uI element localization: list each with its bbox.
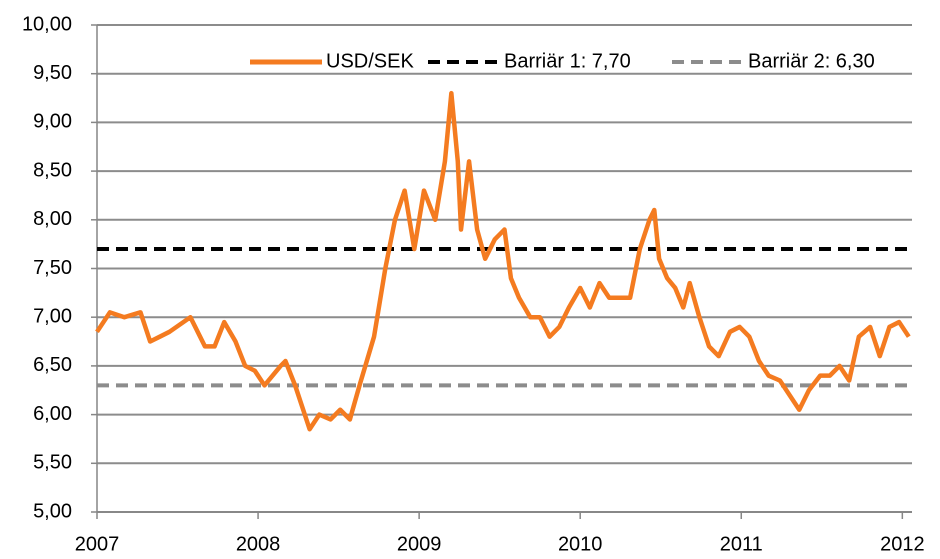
data-line bbox=[95, 90, 911, 432]
y-tick-label: 7,50 bbox=[33, 257, 72, 279]
y-tick-label: 5,00 bbox=[33, 500, 72, 522]
y-tick-label: 8,50 bbox=[33, 159, 72, 181]
y-tick-label: 6,50 bbox=[33, 354, 72, 376]
y-tick-label: 10,00 bbox=[22, 13, 72, 35]
legend-label: USD/SEK bbox=[326, 50, 414, 72]
y-tick-label: 9,00 bbox=[33, 111, 72, 133]
x-tick-label: 2007 bbox=[75, 533, 120, 555]
y-tick-label: 8,00 bbox=[33, 208, 72, 230]
y-tick-label: 7,00 bbox=[33, 305, 72, 327]
y-tick-label: 5,50 bbox=[33, 452, 72, 474]
x-tick-label: 2008 bbox=[236, 533, 281, 555]
legend-label: Barriär 2: 6,30 bbox=[748, 50, 875, 72]
legend-label: Barriär 1: 7,70 bbox=[504, 50, 631, 72]
y-tick-label: 6,00 bbox=[33, 403, 72, 425]
y-tick-label: 9,50 bbox=[33, 62, 72, 84]
x-tick-label: 2012 bbox=[880, 533, 925, 555]
x-tick-label: 2010 bbox=[558, 533, 603, 555]
x-tick-label: 2009 bbox=[397, 533, 442, 555]
x-tick-label: 2011 bbox=[720, 533, 763, 555]
